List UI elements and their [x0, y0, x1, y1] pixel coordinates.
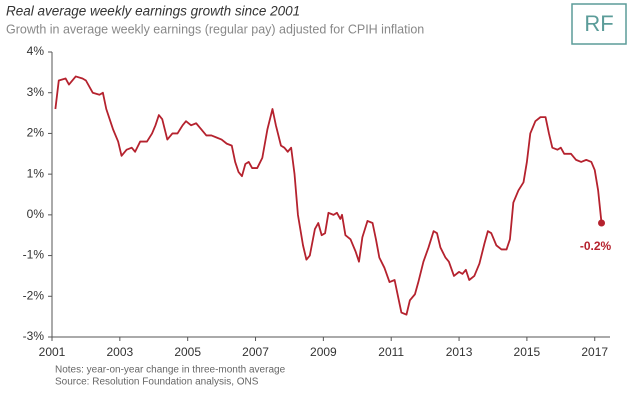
- y-tick-label: 3%: [27, 85, 45, 99]
- source: Source: Resolution Foundation analysis, …: [55, 377, 259, 388]
- x-tick-label: 2013: [446, 345, 473, 359]
- y-tick-label: 1%: [27, 166, 45, 180]
- y-tick-label: -1%: [23, 248, 45, 262]
- y-tick-label: 4%: [27, 44, 45, 58]
- y-tick-label: 0%: [27, 207, 45, 221]
- chart-subtitle: Growth in average weekly earnings (regul…: [6, 22, 424, 36]
- y-tick-label: 2%: [27, 126, 45, 140]
- x-tick-label: 2011: [378, 345, 404, 359]
- y-tick-label: -2%: [23, 288, 45, 302]
- logo: RF: [584, 11, 613, 36]
- x-tick-label: 2001: [39, 345, 66, 359]
- data-line: [54, 75, 603, 316]
- chart-title: Real average weekly earnings growth sinc…: [6, 4, 300, 19]
- note: Notes: year-on-year change in three-mont…: [55, 365, 286, 376]
- y-tick-label: -3%: [23, 329, 45, 343]
- logo-box: [571, 3, 627, 45]
- x-tick-label: 2005: [174, 345, 201, 359]
- x-tick-label: 2009: [310, 345, 337, 359]
- annotation: -0.2%: [580, 239, 612, 253]
- x-tick-label: 2003: [106, 345, 133, 359]
- x-tick-label: 2007: [242, 345, 269, 359]
- highlight-point: [598, 219, 606, 227]
- x-tick-label: 2015: [514, 345, 541, 359]
- x-tick-label: 2017: [581, 345, 608, 359]
